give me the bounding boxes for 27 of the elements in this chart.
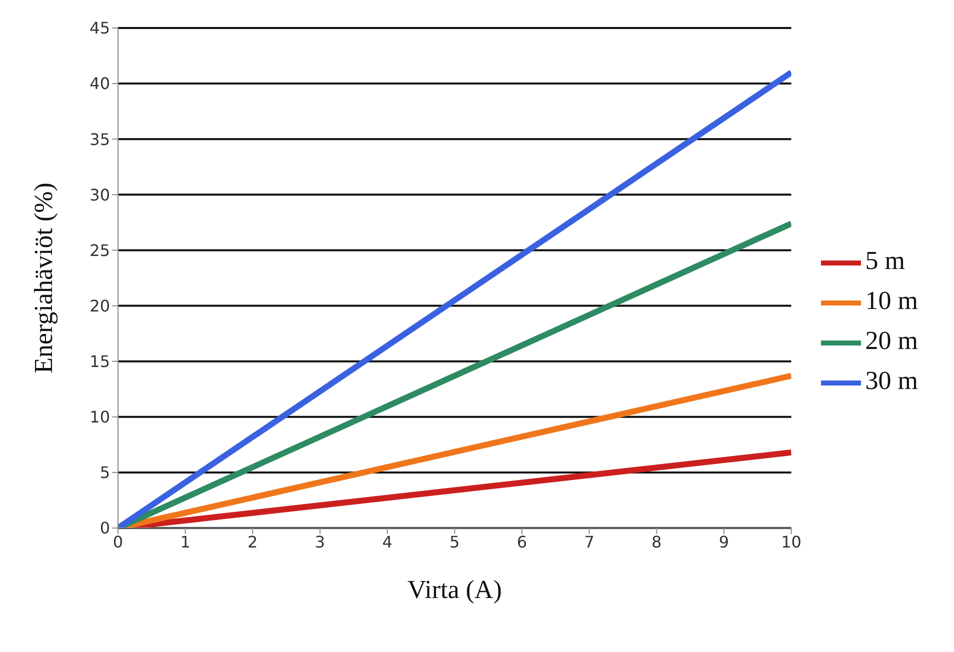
y-tick-label: 25: [90, 240, 110, 260]
x-tick-label: 4: [382, 532, 392, 552]
x-tick-label: 6: [516, 532, 528, 552]
legend-label: 20 m: [865, 326, 918, 355]
x-tick-label: 1: [180, 532, 190, 552]
y-tick-label: 20: [90, 296, 110, 316]
x-tick-label: 0: [112, 532, 124, 552]
x-tick-label: 9: [718, 532, 730, 552]
y-tick-label: 30: [90, 185, 110, 204]
x-tick-label: 10: [781, 532, 802, 552]
x-axis-title: Virta (A): [407, 575, 502, 604]
x-tick-label: 8: [652, 532, 662, 552]
legend-label: 10 m: [865, 286, 918, 315]
legend-label: 30 m: [865, 366, 918, 395]
y-tick-label: 0: [100, 518, 110, 538]
y-tick-label: 5: [100, 463, 110, 482]
y-tick-label: 15: [90, 352, 110, 372]
x-tick-label: 3: [314, 532, 326, 552]
x-tick-label: 5: [450, 532, 460, 552]
y-tick-label: 10: [90, 408, 110, 427]
x-tick-label: 7: [584, 532, 594, 552]
y-axis-title: Energiahäviöt (%): [29, 182, 58, 374]
y-tick-label: 45: [90, 18, 110, 38]
x-tick-label: 2: [248, 532, 258, 552]
y-tick-label: 40: [90, 74, 110, 94]
legend-label: 5 m: [865, 246, 905, 275]
y-tick-label: 35: [90, 130, 110, 149]
